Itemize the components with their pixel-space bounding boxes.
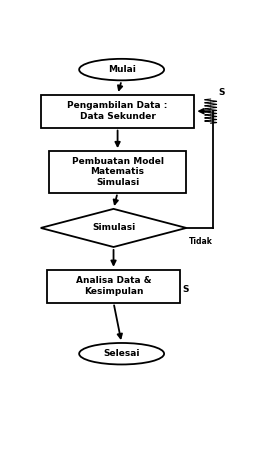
Text: S: S — [219, 88, 225, 97]
Bar — [41, 94, 194, 128]
Bar — [49, 151, 186, 193]
Text: Simulasi: Simulasi — [92, 224, 135, 233]
Bar — [47, 270, 180, 302]
Text: Tidak: Tidak — [188, 237, 212, 246]
Text: Pembuatan Model
Matematis
Simulasi: Pembuatan Model Matematis Simulasi — [72, 157, 164, 187]
Ellipse shape — [79, 59, 164, 81]
Polygon shape — [41, 209, 186, 247]
Text: S: S — [182, 285, 189, 294]
Text: Analisa Data &
Kesimpulan: Analisa Data & Kesimpulan — [76, 276, 151, 296]
Ellipse shape — [79, 343, 164, 364]
Text: Mulai: Mulai — [108, 65, 135, 74]
Text: Selesai: Selesai — [103, 349, 140, 358]
Text: Pengambilan Data :
Data Sekunder: Pengambilan Data : Data Sekunder — [67, 101, 168, 121]
